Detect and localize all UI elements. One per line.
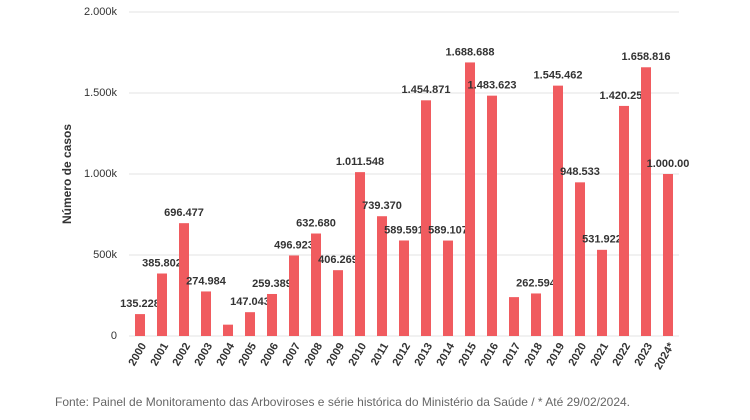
value-label: 739.370 — [362, 200, 402, 212]
x-tick-label: 2010 — [346, 341, 369, 368]
value-label: 1.545.462 — [534, 70, 583, 82]
bar — [245, 312, 255, 336]
x-tick-label: 2005 — [236, 341, 259, 368]
y-tick-label: 1.000k — [84, 168, 118, 180]
x-tick-label: 2022 — [610, 341, 633, 368]
value-label: 385.802 — [142, 257, 182, 269]
bar — [509, 297, 519, 336]
x-tick-label: 2004 — [214, 340, 237, 368]
x-tick-label: 2015 — [456, 341, 479, 368]
value-label: 632.680 — [296, 217, 336, 229]
x-tick-label: 2021 — [588, 341, 611, 368]
value-label: 1.000.00 — [647, 158, 690, 170]
value-label: 1.454.871 — [402, 84, 451, 96]
x-tick-label: 2006 — [258, 341, 281, 368]
bar — [355, 172, 365, 336]
bar — [311, 233, 321, 336]
x-tick-label: 2013 — [412, 341, 435, 368]
value-label: 259.389 — [252, 278, 292, 290]
bar — [157, 273, 167, 336]
value-label: 147.043 — [230, 296, 270, 308]
value-label: 1.658.816 — [622, 51, 671, 63]
bar — [267, 293, 277, 336]
bar — [575, 182, 585, 336]
bar — [531, 293, 541, 336]
x-tick-label: 2020 — [566, 341, 589, 368]
bar — [421, 100, 431, 336]
value-label: 406.269 — [318, 254, 358, 266]
value-label: 1.420.259 — [600, 90, 649, 102]
bar — [223, 324, 233, 336]
bar — [201, 291, 211, 336]
x-tick-label: 2017 — [500, 341, 523, 368]
source-note: Fonte: Painel de Monitoramento das Arbov… — [55, 395, 630, 409]
y-tick-label: 2.000k — [84, 6, 118, 18]
x-tick-label: 2014 — [434, 340, 457, 368]
value-label: 1.688.688 — [446, 46, 495, 58]
x-tick-label: 2024* — [652, 340, 677, 372]
x-tick-label: 2000 — [126, 341, 149, 368]
bar — [179, 223, 189, 336]
value-label: 589.591 — [384, 224, 424, 236]
value-label: 274.984 — [186, 275, 227, 287]
bar — [553, 85, 563, 336]
value-label: 1.011.548 — [336, 156, 384, 168]
x-tick-label: 2007 — [280, 341, 303, 368]
y-tick-label: 0 — [111, 330, 117, 342]
bar — [377, 216, 387, 336]
value-label: 531.922 — [582, 234, 622, 246]
x-tick-label: 2002 — [170, 341, 193, 368]
y-axis-label: Número de casos — [60, 124, 74, 224]
value-label: 696.477 — [164, 207, 204, 219]
bar — [333, 270, 343, 336]
bar — [135, 314, 145, 336]
value-label: 948.533 — [560, 166, 600, 178]
bar — [399, 240, 409, 336]
x-tick-label: 2011 — [369, 341, 391, 368]
x-tick-label: 2008 — [302, 341, 325, 368]
bar — [443, 240, 453, 336]
value-label: 496.923 — [274, 239, 314, 251]
value-label: 262.594 — [516, 277, 557, 289]
value-label: 135.228 — [120, 298, 160, 310]
bar — [289, 255, 299, 336]
y-tick-label: 500k — [93, 249, 117, 261]
y-tick-label: 1.500k — [84, 87, 118, 99]
x-tick-label: 2009 — [324, 341, 347, 368]
bar — [663, 174, 673, 336]
x-tick-label: 2012 — [390, 341, 413, 368]
bar — [465, 62, 475, 336]
bar — [597, 249, 607, 336]
value-label: 1.483.623 — [468, 80, 517, 92]
bar — [641, 67, 651, 337]
bar — [619, 105, 629, 336]
x-tick-label: 2019 — [544, 341, 567, 368]
x-tick-label: 2023 — [632, 341, 655, 368]
x-tick-label: 2001 — [148, 341, 171, 368]
x-tick-label: 2016 — [478, 341, 501, 368]
value-label: 589.107 — [428, 224, 468, 236]
x-tick-label: 2003 — [192, 341, 215, 368]
bar — [487, 95, 497, 336]
x-tick-label: 2018 — [522, 341, 545, 368]
